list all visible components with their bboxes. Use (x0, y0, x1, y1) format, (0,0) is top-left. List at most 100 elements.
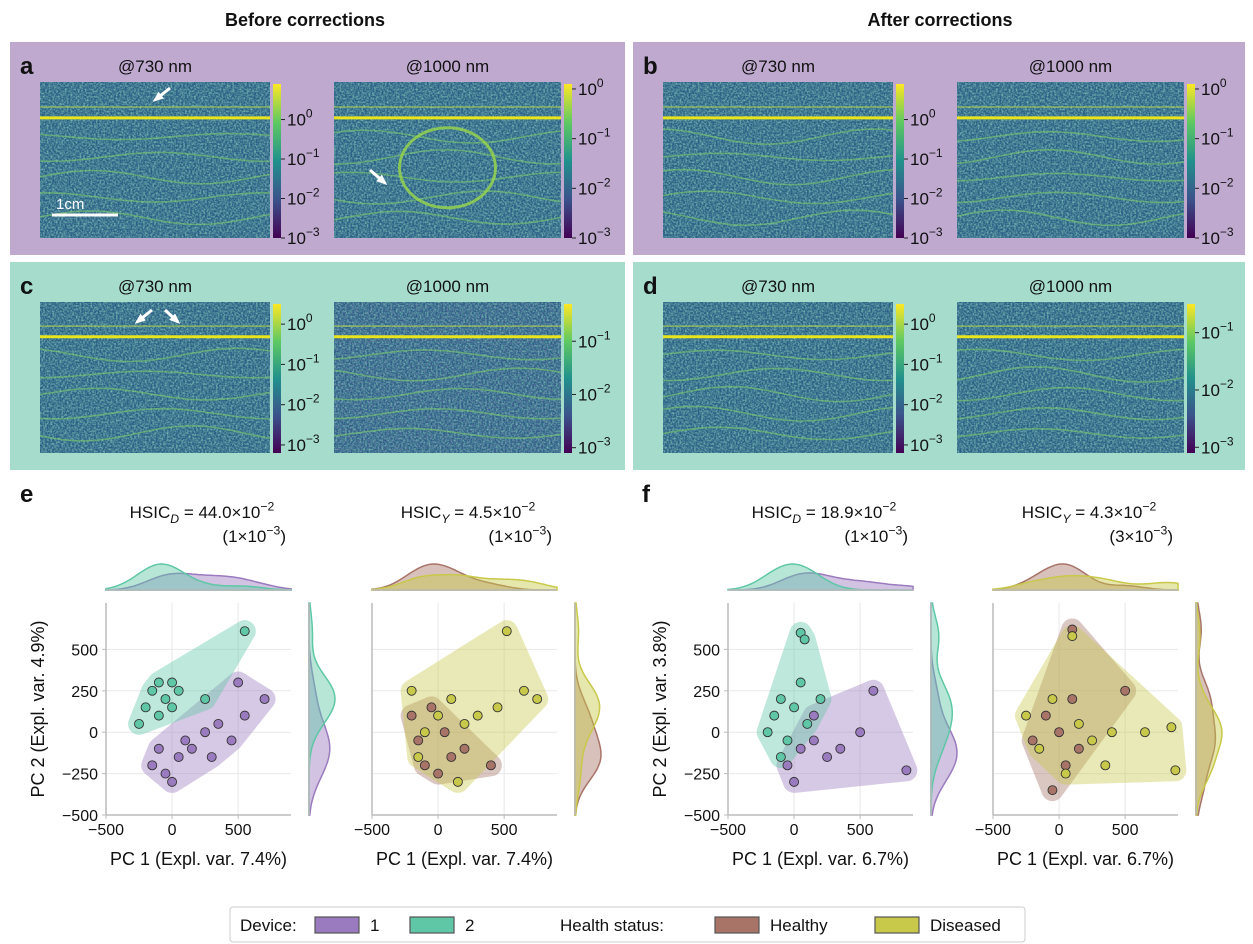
colorbar-tick-exponent: −2 (1220, 377, 1234, 391)
point (259, 694, 270, 705)
chart-title-run: HSIC (130, 503, 171, 522)
legend-swatch (314, 916, 360, 934)
point (147, 760, 158, 771)
point (519, 685, 529, 696)
chart-title-run: HSIC (752, 503, 793, 522)
chart-title-run: −2 (260, 499, 274, 513)
point (868, 685, 879, 696)
point (835, 743, 846, 754)
image-title: @1000 nm (1029, 277, 1112, 296)
point (433, 768, 444, 779)
colorbar-tick-label: 100 (1201, 76, 1227, 99)
y-tick-label: −250 (684, 767, 720, 784)
chart-title-run: HSIC (401, 503, 442, 522)
arrow-head (152, 91, 164, 102)
colorbar-tick-base: 10 (1201, 381, 1220, 400)
colorbar-tick-label: 100 (287, 107, 313, 130)
colorbar (564, 84, 572, 238)
image-structure (39, 169, 271, 185)
x-tick-label: 500 (1112, 822, 1139, 839)
point (446, 694, 457, 705)
point (1170, 765, 1181, 776)
point (186, 743, 197, 754)
panel-letter: a (20, 53, 34, 80)
point (808, 710, 819, 721)
colorbar-tick-base: 10 (287, 315, 306, 334)
image-title: @1000 nm (406, 277, 489, 296)
point (1060, 768, 1071, 779)
point (200, 694, 211, 705)
point (147, 685, 158, 696)
image-texture (663, 302, 893, 453)
chart-subtitle-run: ) (1167, 527, 1173, 546)
point (1021, 710, 1031, 721)
chart-subtitle: (1×10−3) (222, 523, 286, 546)
chart-title: HSICD = 44.0×10−2 (130, 499, 275, 526)
colorbar-tick-base: 10 (910, 111, 929, 130)
colorbar-tick-exponent: −2 (597, 175, 611, 189)
legend-group-title: Health status: (560, 916, 664, 935)
colorbar-tick-base: 10 (287, 111, 306, 130)
image-structure (956, 406, 1185, 421)
legend-label: 2 (465, 916, 474, 935)
point (413, 735, 424, 746)
point (433, 710, 444, 721)
x-tick-label: 0 (168, 822, 177, 839)
point (808, 735, 819, 746)
point (1067, 631, 1078, 642)
point (775, 694, 786, 705)
point (406, 710, 417, 721)
image-title: @730 nm (741, 277, 815, 296)
column-header: After corrections (867, 10, 1012, 30)
image-structure (333, 367, 562, 382)
point (153, 743, 164, 754)
colorbar-tick-label: 10−2 (1201, 175, 1234, 198)
panel-letter: c (20, 273, 33, 300)
point (782, 760, 793, 771)
colorbar (273, 84, 281, 238)
x-tick-label: −500 (975, 822, 1011, 839)
colorbar-tick-label: 10−3 (1201, 225, 1234, 248)
image-title: @730 nm (741, 57, 815, 76)
image-structure (662, 349, 894, 361)
colorbar-tick-exponent: −3 (1220, 225, 1234, 239)
colorbar-tick-base: 10 (910, 315, 929, 334)
image-structure (662, 209, 894, 227)
marginal-density (371, 573, 558, 591)
point (419, 760, 430, 771)
point (1047, 694, 1058, 705)
colorbar-tick-label: 10−3 (910, 225, 943, 248)
colorbar-tick-base: 10 (578, 385, 597, 404)
colorbar-tick-base: 10 (578, 179, 597, 198)
image-structure (39, 210, 271, 226)
colorbar-tick-base: 10 (1201, 80, 1220, 99)
colorbar-tick-base: 10 (1201, 324, 1220, 343)
panel-letter: e (20, 481, 33, 508)
colorbar-tick-label: 10−3 (287, 432, 320, 455)
ring-artifact (398, 126, 497, 210)
point (901, 765, 912, 776)
point (855, 727, 866, 738)
point (1034, 743, 1045, 754)
point (492, 702, 503, 713)
chart-subtitle: (3×10−3) (1109, 523, 1173, 546)
marginal-density (1195, 602, 1223, 816)
colorbar-tick-label: 10−3 (578, 225, 611, 248)
point (134, 718, 144, 729)
colorbar (896, 84, 904, 238)
colorbar-tick-exponent: 0 (306, 107, 313, 121)
point (1140, 727, 1150, 738)
point (789, 776, 800, 787)
colorbar-tick-exponent: −1 (1220, 126, 1234, 140)
point (160, 768, 171, 779)
colorbar-tick-base: 10 (578, 80, 597, 99)
chart-subtitle-run: (1×10 (844, 527, 888, 546)
colorbar-tick-label: 100 (910, 107, 936, 130)
colorbar-tick-label: 100 (578, 76, 604, 99)
point (1040, 710, 1051, 721)
x-tick-label: 500 (491, 822, 518, 839)
image-structure (956, 148, 1185, 165)
colorbar-tick-exponent: −2 (929, 392, 943, 406)
point (501, 626, 512, 637)
